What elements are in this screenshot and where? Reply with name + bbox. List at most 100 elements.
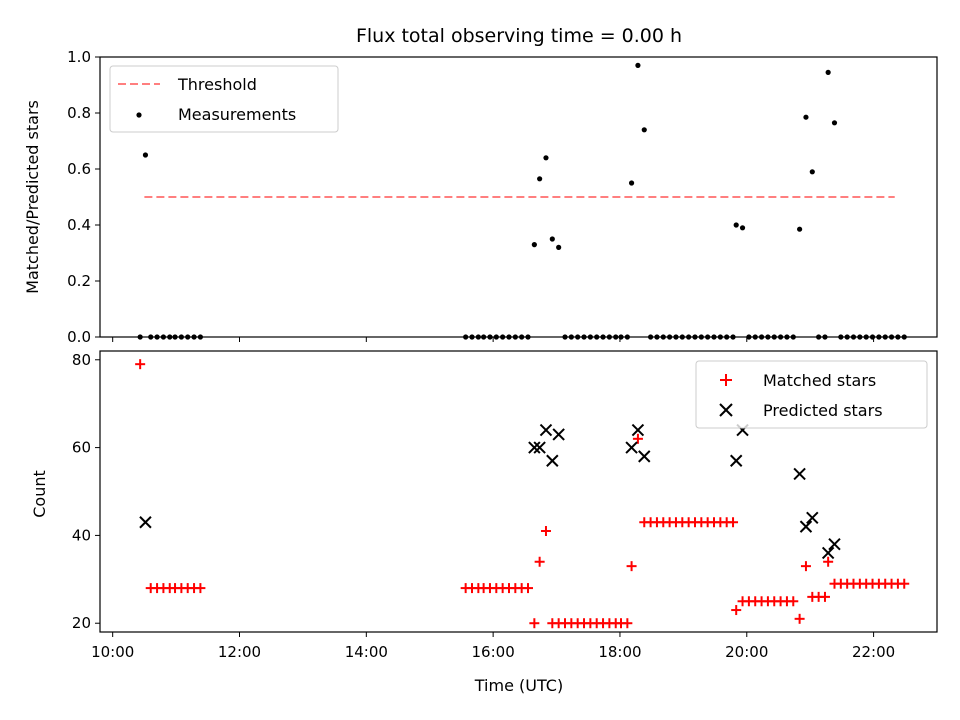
measurement-point — [876, 334, 882, 340]
measurement-point — [797, 226, 803, 232]
top-panel: 0.0 0.2 0.4 0.6 0.8 1.0 Matched/Predicted sta… — [23, 48, 938, 346]
measurement-point — [519, 334, 525, 340]
figure-title: Flux total observing time = 0.00 h — [356, 25, 682, 47]
measurement-point — [869, 334, 876, 340]
bottom-x-ticks: 10:00 12:00 14:00 16:00 18:00 20:00 22:00 — [91, 632, 895, 661]
measurement-point — [758, 334, 765, 340]
matched-star-point — [899, 578, 910, 589]
predicted-star-point — [528, 441, 541, 454]
measurement-point — [562, 334, 568, 340]
top-y-axis-label: Matched/Predicted stars — [23, 100, 42, 294]
measurement-point — [197, 334, 203, 340]
measurement-point — [512, 334, 518, 340]
measurement-point — [606, 334, 612, 340]
measurement-point — [717, 334, 723, 340]
measurement-point — [831, 120, 838, 126]
measurement-point — [746, 334, 752, 340]
measurement-point — [863, 334, 869, 340]
top-plot-area — [137, 62, 907, 340]
predicted-star-point — [793, 467, 806, 481]
measurement-point — [667, 334, 673, 340]
measurement-point — [487, 334, 493, 340]
measurement-point — [901, 334, 907, 340]
measurement-point — [654, 334, 660, 340]
x-tick-label: 18:00 — [598, 643, 641, 661]
measurement-point — [888, 334, 895, 340]
measurement-point — [822, 334, 828, 340]
measurement-point — [493, 334, 499, 340]
x-tick-label: 22:00 — [852, 643, 895, 661]
measurement-point — [543, 155, 549, 161]
measurement-point — [531, 242, 537, 248]
measurement-point — [500, 334, 506, 340]
measurement-point — [568, 334, 574, 340]
measurement-point — [730, 334, 736, 340]
measurement-point — [137, 334, 143, 340]
measurement-point — [895, 334, 901, 340]
measurement-point — [154, 334, 160, 340]
measurement-point — [692, 334, 698, 340]
measurement-point — [838, 334, 844, 340]
measurement-point — [628, 180, 635, 186]
matched-star-point — [819, 591, 830, 602]
predicted-star-point — [631, 423, 645, 437]
measurement-point — [148, 334, 154, 340]
measurement-point — [191, 334, 197, 340]
measurement-point — [705, 334, 711, 340]
predicted-star-point — [625, 441, 638, 454]
predicted-star-point — [546, 454, 559, 467]
measurement-point — [475, 334, 481, 340]
predicted-star-point — [139, 516, 152, 529]
predicted-star-point — [806, 511, 819, 525]
measurement-point — [581, 334, 587, 340]
measurement-point — [816, 334, 822, 340]
measurement-point — [537, 176, 543, 182]
measurement-point — [803, 114, 809, 120]
measurement-point — [724, 334, 730, 340]
top-y-tick-label: 0.0 — [67, 328, 91, 346]
predicted-star-point — [533, 441, 546, 454]
measurement-point — [178, 334, 184, 340]
predicted-star-point — [552, 428, 565, 441]
predicted-star-point — [729, 454, 743, 467]
measurements-legend-swatch — [136, 112, 142, 118]
predicted-legend-swatch — [719, 403, 733, 417]
measurement-point — [624, 334, 630, 340]
matched-star-point — [800, 561, 811, 572]
measurement-point — [463, 334, 469, 340]
measurement-point — [771, 334, 777, 340]
measurement-point — [167, 334, 173, 340]
measurements-legend-label: Measurements — [178, 105, 296, 124]
measurement-point — [594, 334, 600, 340]
predicted-star-point — [799, 520, 813, 533]
x-axis-label: Time (UTC) — [474, 676, 563, 695]
matched-star-point — [540, 526, 551, 537]
matched-star-point — [728, 517, 739, 528]
measurement-point — [739, 225, 746, 231]
measurement-point — [765, 334, 771, 340]
measurement-point — [506, 334, 512, 340]
top-legend: Threshold Measurements — [109, 65, 339, 133]
bottom-plot-area — [135, 359, 910, 629]
matched-legend-swatch — [720, 374, 732, 386]
matched-star-point — [622, 618, 633, 629]
x-tick-label: 16:00 — [472, 643, 515, 661]
measurement-point — [825, 69, 831, 75]
top-y-ticks: 0.0 0.2 0.4 0.6 0.8 1.0 — [67, 48, 100, 346]
matched-star-point — [731, 605, 742, 616]
matched-star-point — [788, 596, 799, 607]
measurement-point — [635, 62, 641, 68]
top-y-tick-label: 1.0 — [67, 48, 91, 66]
measurement-point — [641, 127, 647, 133]
threshold-legend-label: Threshold — [177, 75, 257, 94]
measurement-point — [469, 334, 475, 340]
top-y-tick-label: 0.8 — [67, 104, 91, 122]
top-legend-box — [109, 65, 339, 133]
measurement-point — [172, 334, 178, 340]
matched-star-point — [794, 613, 805, 624]
measurement-point — [850, 334, 857, 340]
bottom-panel: 20 40 60 80 10:00 12:00 14:00 16:00 18:00 20:00 2… — [30, 350, 938, 695]
top-y-tick-label: 0.4 — [67, 216, 91, 234]
measurement-point — [549, 236, 555, 242]
